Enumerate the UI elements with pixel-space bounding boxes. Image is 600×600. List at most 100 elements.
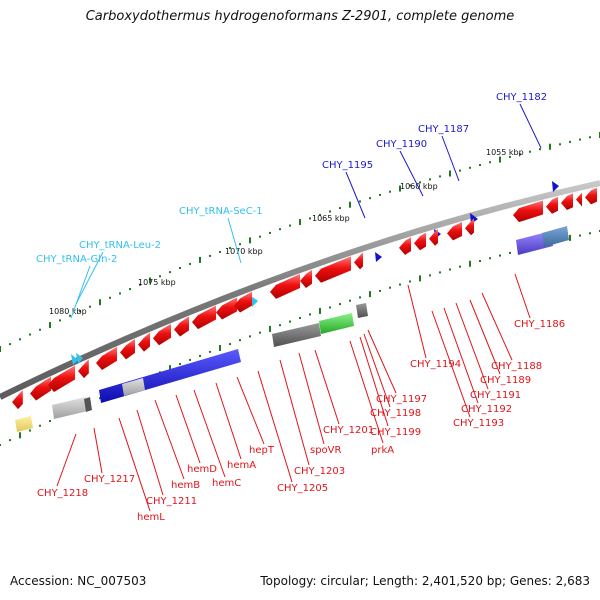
reverse-gene-arrow[interactable] <box>30 376 51 401</box>
scale-dot <box>9 343 11 346</box>
scale-dot <box>29 429 31 432</box>
scale-dot <box>129 288 131 291</box>
reverse-gene-arrow[interactable] <box>192 305 216 330</box>
gene-label-chy-1192[interactable]: CHY_1192 <box>461 404 512 415</box>
reverse-gene-arrow[interactable] <box>138 332 150 352</box>
map-title: Carboxydothermus hydrogenoformans Z-2901… <box>85 9 515 24</box>
gene-label-chy-1191[interactable]: CHY_1191 <box>470 390 521 401</box>
gene-label-chy-1198[interactable]: CHY_1198 <box>370 408 421 419</box>
topology-label: Topology: circular; Length: 2,401,520 bp… <box>260 574 590 588</box>
reverse-gene-arrow[interactable] <box>48 365 75 392</box>
gene-block-grey[interactable] <box>272 323 321 347</box>
scale-major-tick <box>169 365 171 372</box>
gene-label-chy-1190[interactable]: CHY_1190 <box>376 139 427 150</box>
trna-label-leu-2[interactable]: CHY_tRNA-Leu-2 <box>79 240 161 251</box>
reverse-gene-arrow[interactable] <box>216 297 237 320</box>
gene-label-chy-1205[interactable]: CHY_1205 <box>277 483 328 494</box>
gene-label-chy-1182[interactable]: CHY_1182 <box>496 92 547 103</box>
reverse-gene-arrow[interactable] <box>399 237 411 255</box>
gene-label-hept[interactable]: hepT <box>249 445 275 456</box>
reverse-gene-arrow[interactable] <box>465 218 474 236</box>
reverse-gene-arrow[interactable] <box>270 274 300 299</box>
scale-dot <box>389 286 391 289</box>
reverse-gene-arrow[interactable] <box>447 222 462 241</box>
gene-marker-chy-1195[interactable] <box>375 252 382 262</box>
scale-dot <box>9 439 11 442</box>
gene-label-chy-1186[interactable]: CHY_1186 <box>514 319 565 330</box>
gene-block-grey-light[interactable] <box>122 378 145 396</box>
reverse-gene-arrow[interactable] <box>513 200 543 223</box>
genome-backbone <box>0 180 600 400</box>
gene-block-grey-left[interactable] <box>52 397 88 419</box>
gene-label-chy-1189[interactable]: CHY_1189 <box>480 375 531 386</box>
scale-tick-label: 1070 kbp <box>225 247 263 256</box>
label-connector-line <box>56 433 77 487</box>
gene-label-chy-1199[interactable]: CHY_1199 <box>370 427 421 438</box>
gene-label-heml[interactable]: hemL <box>137 512 165 523</box>
scale-dot <box>169 271 171 274</box>
trna-marker-leu-2[interactable] <box>71 354 78 365</box>
gene-label-hemc[interactable]: hemC <box>212 478 241 489</box>
scale-dot <box>569 140 571 143</box>
scale-dot <box>329 210 331 213</box>
reverse-gene-arrow[interactable] <box>354 252 363 270</box>
reverse-gene-arrow[interactable] <box>234 291 252 313</box>
scale-dot <box>359 296 361 299</box>
reverse-gene-arrow[interactable] <box>576 191 582 207</box>
scale-major-tick <box>449 170 451 177</box>
gene-block-steel[interactable] <box>542 226 569 247</box>
gene-label-hemd[interactable]: hemD <box>187 464 217 475</box>
gene-label-chy-1211[interactable]: CHY_1211 <box>146 496 197 507</box>
scale-dot <box>259 331 261 334</box>
scale-dot <box>379 193 381 196</box>
reverse-gene-arrow[interactable] <box>174 316 189 337</box>
reverse-gene-arrow[interactable] <box>300 269 312 288</box>
gene-label-chy-1187[interactable]: CHY_1187 <box>418 124 469 135</box>
reverse-gene-arrow[interactable] <box>153 323 171 346</box>
trna-label-gln-2[interactable]: CHY_tRNA-Gln-2 <box>36 254 117 265</box>
gene-label-chy-1217[interactable]: CHY_1217 <box>84 474 135 485</box>
gene-block-grey-right[interactable] <box>356 303 368 318</box>
gene-block-yellow[interactable] <box>15 416 33 432</box>
reverse-gene-arrow[interactable] <box>585 187 597 205</box>
scale-dot <box>49 420 51 423</box>
label-connector-line <box>257 370 293 483</box>
gene-label-chy-1188[interactable]: CHY_1188 <box>491 361 542 372</box>
reverse-gene-arrow[interactable] <box>429 229 438 246</box>
trna-marker-sec-1[interactable] <box>251 296 258 307</box>
trna-label-sec-1[interactable]: CHY_tRNA-SeC-1 <box>179 206 263 217</box>
scale-major-tick <box>419 275 421 282</box>
gene-label-chy-1194[interactable]: CHY_1194 <box>410 359 461 370</box>
reverse-gene-arrow[interactable] <box>78 359 89 379</box>
scale-dot <box>289 320 291 323</box>
scale-dot <box>379 289 381 292</box>
gene-label-hema[interactable]: hemA <box>227 460 256 471</box>
reverse-gene-arrow[interactable] <box>120 338 135 360</box>
reverse-gene-arrow[interactable] <box>96 346 117 371</box>
gene-marker-chy-1182[interactable] <box>552 181 559 192</box>
trna-marker-gln-2[interactable] <box>76 353 83 364</box>
gene-label-spovr[interactable]: spoVR <box>310 445 342 456</box>
reverse-gene-arrow[interactable] <box>414 232 426 251</box>
gene-label-chy-1218[interactable]: CHY_1218 <box>37 488 88 499</box>
gene-block-dark-small[interactable] <box>84 397 92 412</box>
gene-label-prka[interactable]: prkA <box>371 445 394 456</box>
scale-dot <box>69 314 71 317</box>
gene-label-hemb[interactable]: hemB <box>171 480 200 491</box>
reverse-gene-arrow[interactable] <box>546 196 558 214</box>
gene-label-chy-1197[interactable]: CHY_1197 <box>376 394 427 405</box>
scale-dot <box>339 303 341 306</box>
gene-label-chy-1201[interactable]: CHY_1201 <box>323 425 374 436</box>
gene-label-chy-1203[interactable]: CHY_1203 <box>294 466 345 477</box>
scale-dot <box>399 283 401 286</box>
gene-label-chy-1193[interactable]: CHY_1193 <box>453 418 504 429</box>
scale-dot <box>209 254 211 257</box>
gene-label-chy-1195[interactable]: CHY_1195 <box>322 160 373 171</box>
scale-dot <box>289 224 291 227</box>
scale-dot <box>259 235 261 238</box>
reverse-gene-arrow[interactable] <box>12 389 23 410</box>
reverse-gene-arrow[interactable] <box>315 256 351 283</box>
scale-major-tick <box>99 299 101 306</box>
reverse-gene-arrow[interactable] <box>561 193 573 211</box>
gene-block-green[interactable] <box>319 313 354 334</box>
